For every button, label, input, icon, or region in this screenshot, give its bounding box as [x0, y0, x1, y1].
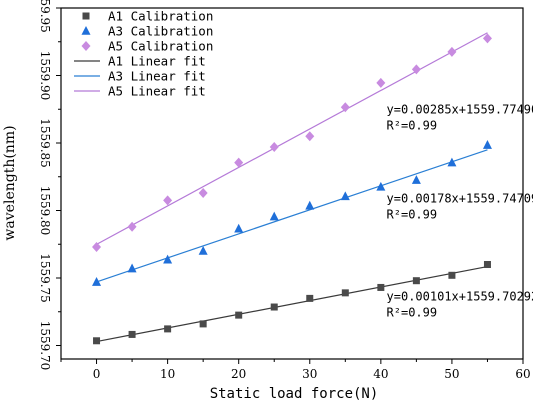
y-axis-label: wavelength(nm) — [2, 125, 18, 240]
legend-label: A3 Calibration — [108, 24, 213, 39]
data-point — [93, 337, 101, 345]
x-tick-label: 30 — [302, 367, 317, 381]
x-tick-label: 40 — [373, 367, 388, 381]
x-tick-label: 0 — [93, 367, 101, 381]
data-point — [377, 283, 385, 291]
data-point — [235, 311, 243, 319]
data-point — [269, 142, 279, 153]
data-point — [447, 157, 457, 167]
data-point — [269, 211, 279, 221]
data-point — [92, 277, 102, 286]
data-points — [92, 33, 492, 345]
data-point — [482, 140, 492, 149]
data-point — [448, 271, 456, 279]
data-point — [163, 254, 173, 264]
y-axis-ticks: 1559.70 1559.75 1559.80 1559.85 1559.90 1559.… — [38, 0, 61, 370]
data-point — [447, 46, 457, 57]
x-axis-ticks: 0 10 20 30 40 50 60 — [60, 359, 531, 381]
data-point — [127, 221, 137, 232]
legend-label: A3 Linear fit — [108, 69, 206, 84]
data-point — [164, 325, 172, 333]
plot-area — [60, 7, 524, 360]
fit-equation: y=0.00285x+1559.77490 — [387, 102, 533, 116]
fit-equation: y=0.00178x+1559.74709 — [387, 191, 533, 205]
fit-r2: R²=0.99 — [387, 118, 438, 132]
data-point — [340, 191, 350, 201]
fit-equation: y=0.00101x+1559.70292 — [387, 289, 533, 303]
data-point — [411, 64, 421, 75]
data-point — [411, 175, 421, 184]
legend-label: A5 Linear fit — [108, 84, 206, 99]
data-point — [482, 33, 492, 44]
y-tick-label: 1559.95 — [38, 0, 52, 33]
data-point — [199, 320, 207, 328]
legend-label: A1 Linear fit — [108, 54, 206, 69]
y-tick-label: 1559.85 — [38, 118, 52, 168]
x-tick-label: 60 — [515, 367, 530, 381]
data-point — [376, 181, 386, 191]
x-tick-label: 10 — [160, 367, 175, 381]
data-point — [128, 330, 136, 338]
data-point — [234, 223, 244, 233]
data-point — [198, 246, 208, 255]
y-tick-label: 1559.70 — [38, 321, 52, 371]
data-point — [483, 261, 491, 268]
data-point — [234, 157, 244, 168]
fit-r2: R²=0.99 — [387, 305, 438, 319]
data-point — [198, 187, 208, 198]
legend-label: A5 Calibration — [108, 39, 213, 54]
legend-marker — [81, 26, 91, 35]
legend-marker — [81, 41, 91, 51]
data-point — [341, 289, 349, 297]
y-tick-label: 1559.80 — [38, 186, 52, 236]
fit-line — [96, 32, 488, 245]
x-axis-label: Static load force(N) — [210, 386, 379, 402]
legend-label: A1 Calibration — [108, 9, 213, 24]
y-tick-label: 1559.75 — [38, 253, 52, 303]
fit-lines — [96, 32, 488, 343]
data-point — [305, 200, 315, 210]
data-point — [270, 303, 278, 311]
legend-marker — [82, 12, 90, 20]
fit-line — [96, 149, 488, 283]
x-tick-label: 20 — [231, 367, 246, 381]
data-point — [340, 102, 350, 113]
x-tick-label: 50 — [444, 367, 459, 381]
data-point — [92, 241, 102, 252]
data-point — [305, 131, 315, 142]
fit-r2: R²=0.99 — [387, 207, 438, 221]
data-point — [306, 294, 314, 302]
data-point — [163, 195, 173, 206]
y-tick-label: 1559.90 — [38, 51, 52, 101]
fit-line — [96, 265, 488, 343]
fit-annotations: y=0.00285x+1559.77490 R²=0.99 y=0.00178x+1… — [387, 102, 533, 319]
data-point — [376, 77, 386, 88]
data-point — [127, 263, 137, 273]
data-point — [412, 277, 420, 285]
